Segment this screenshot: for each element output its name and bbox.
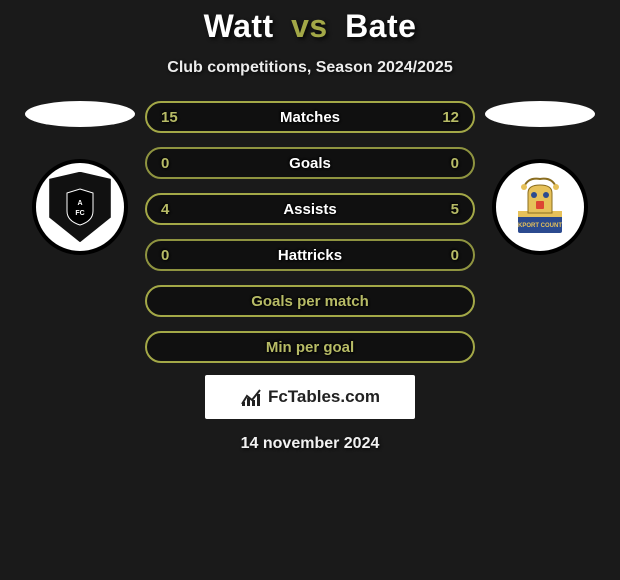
subtitle: Club competitions, Season 2024/2025: [167, 59, 452, 77]
stat-left-value: 4: [161, 201, 169, 218]
stat-left-value: 0: [161, 247, 169, 264]
club1-badge: A FC: [32, 159, 128, 255]
club1-shield-icon: A FC: [63, 187, 97, 227]
stat-row: Goals per match: [145, 285, 475, 317]
stat-label: Min per goal: [147, 339, 473, 356]
shield-icon: A FC: [49, 172, 111, 242]
player1-name: Watt: [204, 8, 274, 44]
player1-silhouette: [25, 101, 135, 127]
stat-row: 4Assists5: [145, 193, 475, 225]
attribution-text: FcTables.com: [268, 387, 380, 407]
comparison-card: Watt vs Bate Club competitions, Season 2…: [0, 0, 620, 453]
columns: A FC 15Matches120Goals04Assists50Hattric…: [0, 101, 620, 363]
stat-row: Min per goal: [145, 331, 475, 363]
stat-left-value: 0: [161, 155, 169, 172]
left-side: A FC: [20, 101, 140, 255]
stat-label: Goals: [147, 155, 473, 172]
stat-right-value: 0: [451, 247, 459, 264]
date-label: 14 november 2024: [241, 435, 380, 453]
stat-label: Goals per match: [147, 293, 473, 310]
stats-column: 15Matches120Goals04Assists50Hattricks0Go…: [140, 101, 480, 363]
stat-label: Hattricks: [147, 247, 473, 264]
stat-label: Matches: [147, 109, 473, 126]
stat-right-value: 5: [451, 201, 459, 218]
player2-name: Bate: [345, 8, 416, 44]
club2-badge: KPORT COUNT: [492, 159, 588, 255]
svg-text:A: A: [77, 200, 82, 207]
vs-label: vs: [291, 8, 328, 44]
stat-right-value: 0: [451, 155, 459, 172]
chart-icon: [240, 386, 262, 408]
title: Watt vs Bate: [204, 8, 417, 45]
right-side: KPORT COUNT: [480, 101, 600, 255]
stat-left-value: 15: [161, 109, 178, 126]
svg-text:FC: FC: [75, 210, 84, 217]
svg-text:KPORT COUNT: KPORT COUNT: [518, 223, 562, 229]
stat-right-value: 12: [442, 109, 459, 126]
stat-label: Assists: [147, 201, 473, 218]
player2-silhouette: [485, 101, 595, 127]
stat-row: 0Hattricks0: [145, 239, 475, 271]
attribution-badge: FcTables.com: [205, 375, 415, 419]
stat-row: 15Matches12: [145, 101, 475, 133]
stat-row: 0Goals0: [145, 147, 475, 179]
club2-crest-icon: KPORT COUNT: [496, 163, 584, 251]
